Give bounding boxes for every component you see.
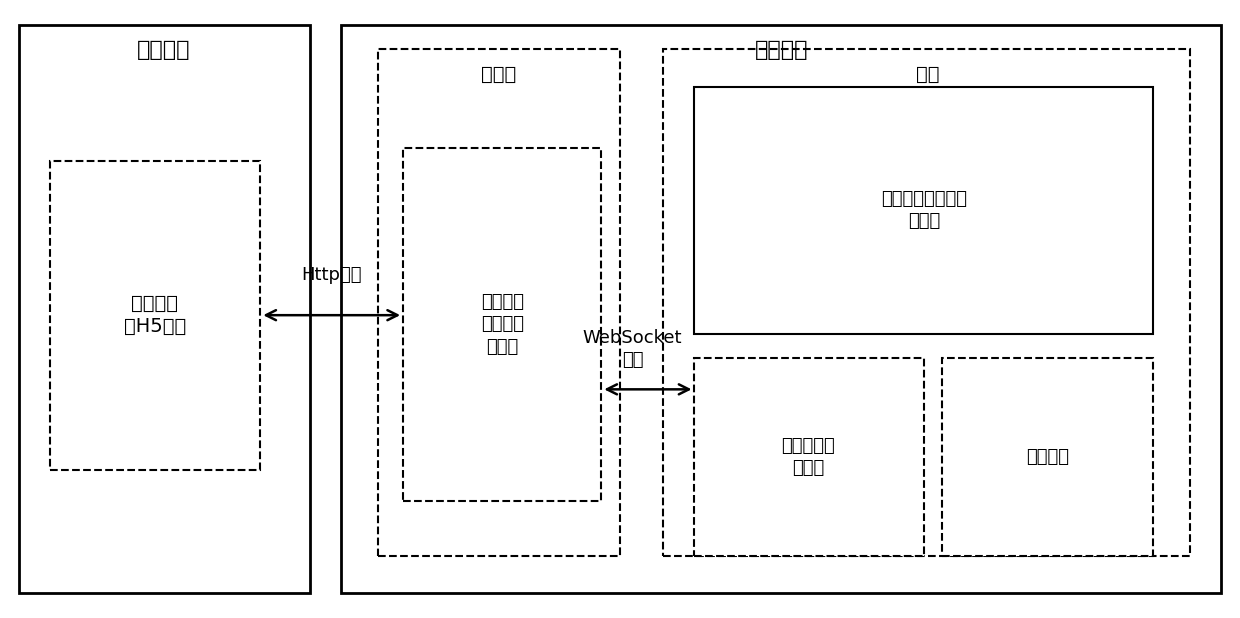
FancyBboxPatch shape <box>694 358 924 556</box>
FancyBboxPatch shape <box>341 25 1221 593</box>
FancyBboxPatch shape <box>694 87 1153 334</box>
Text: Http请求: Http请求 <box>301 266 361 284</box>
Text: 埋点需求文档、接
口配置: 埋点需求文档、接 口配置 <box>880 190 967 231</box>
Text: WebSocket
协议: WebSocket 协议 <box>583 329 682 370</box>
Text: 代理程序
和数据校
验程序: 代理程序 和数据校 验程序 <box>481 294 523 355</box>
FancyBboxPatch shape <box>663 49 1190 556</box>
FancyBboxPatch shape <box>378 49 620 556</box>
FancyBboxPatch shape <box>942 358 1153 556</box>
FancyBboxPatch shape <box>19 25 310 593</box>
FancyBboxPatch shape <box>50 161 260 470</box>
Text: 埋点日志: 埋点日志 <box>1027 448 1069 467</box>
Text: 被测终端: 被测终端 <box>136 40 191 60</box>
FancyBboxPatch shape <box>403 148 601 501</box>
Text: 应用程序
或H5页面: 应用程序 或H5页面 <box>124 294 186 336</box>
Text: 服务端: 服务端 <box>481 65 516 84</box>
Text: 终端设备: 终端设备 <box>754 40 808 60</box>
Text: 埋点状态数
据清单: 埋点状态数 据清单 <box>781 437 836 478</box>
Text: 前端: 前端 <box>916 65 939 84</box>
